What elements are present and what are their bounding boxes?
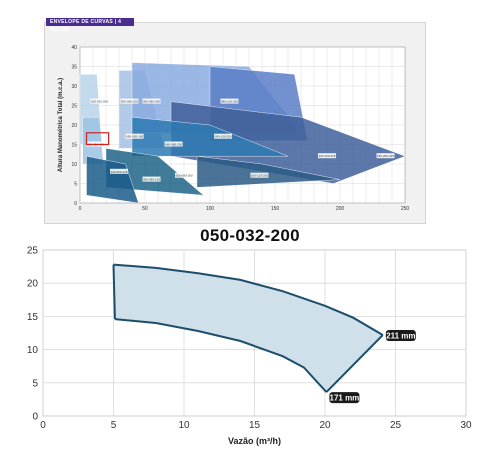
svg-text:125-150-315: 125-150-315 [318, 154, 335, 158]
detail-x-tick: 25 [390, 420, 402, 431]
svg-text:050-065-125: 050-065-125 [143, 178, 160, 182]
overview-model-label: 065-080-160 [175, 172, 193, 178]
overview-model-label: 050-065-125 [142, 176, 161, 182]
svg-text:065-080-200: 065-080-200 [165, 143, 182, 147]
svg-text:080-100-250: 080-100-250 [221, 100, 238, 104]
diameter-badge: 171 mm [329, 392, 360, 404]
overview-y-tick: 35 [71, 65, 77, 71]
svg-text:032-050-125: 032-050-125 [110, 170, 127, 174]
detail-x-tick: 0 [40, 420, 46, 431]
overview-model-label: 050-080-250 [142, 98, 161, 104]
detail-y-tick: 25 [27, 246, 39, 257]
overview-model-label: 025-032-200 [90, 98, 109, 104]
overview-x-tick: 100 [206, 206, 215, 212]
overview-x-tick: 50 [142, 206, 148, 212]
detail-x-tick: 15 [249, 420, 261, 431]
overview-model-label: 032-050-125 [110, 168, 128, 174]
svg-text:171 mm: 171 mm [330, 394, 360, 403]
detail-y-tick: 15 [27, 312, 39, 323]
overview-model-label: 080-100-200 [214, 133, 232, 139]
pump-model-title: 050-032-200 [200, 226, 300, 245]
overview-x-tick: 250 [401, 206, 410, 212]
svg-text:050-065-200: 050-065-200 [121, 100, 138, 104]
curve-171mm [114, 318, 328, 393]
overview-x-tick: 0 [79, 206, 82, 212]
overview-model-label: 080-100-250 [220, 98, 239, 104]
svg-text:211 mm: 211 mm [386, 331, 415, 340]
detail-x-tick: 20 [319, 420, 331, 431]
overview-x-tick: 150 [271, 206, 280, 212]
overview-y-axis-label: Altura Manométrica Total (m.c.a.) [58, 78, 64, 172]
detail-x-tick: 30 [460, 420, 472, 431]
overview-curve-envelope [86, 155, 139, 204]
operating-envelope-area [113, 264, 383, 393]
overview-y-tick: 10 [71, 162, 77, 168]
overview-y-tick: 40 [71, 45, 77, 51]
overview-curve-envelope [196, 155, 341, 188]
detail-x-tick: 5 [111, 420, 117, 431]
curve-211mm [113, 263, 384, 336]
svg-text:080-100-200: 080-100-200 [214, 135, 231, 139]
detail-y-tick: 5 [32, 378, 38, 389]
overview-x-tick: 200 [336, 206, 345, 212]
svg-text:050-080-250: 050-080-250 [143, 100, 160, 104]
svg-text:150-200-315: 150-200-315 [377, 154, 394, 158]
svg-text:100-125-250: 100-125-250 [251, 174, 268, 178]
overview-model-label: 065-080-200 [164, 141, 183, 147]
svg-text:025-032-200: 025-032-200 [91, 100, 108, 104]
detail-y-tick: 10 [27, 345, 39, 356]
svg-text:050-065-160: 050-065-160 [126, 135, 143, 139]
overview-model-label: 050-065-200 [120, 98, 139, 104]
overview-model-label: 050-065-160 [125, 133, 144, 139]
overview-y-tick: 5 [74, 182, 77, 188]
overview-header-tag: ENVELOPE DE CURVAS | 4 POLOS [46, 18, 134, 33]
detail-y-tick: 20 [27, 279, 39, 290]
detail-x-axis-label: Vazão (m³/h) [228, 436, 281, 446]
overview-y-tick: 30 [71, 84, 77, 90]
overview-model-label: 125-150-315 [318, 153, 336, 159]
svg-text:065-080-160: 065-080-160 [175, 174, 192, 178]
overview-y-tick: 25 [71, 104, 77, 110]
overview-model-label: 150-200-315 [376, 153, 395, 159]
overview-model-label: 100-125-250 [250, 172, 269, 178]
diameter-badge: 211 mm [385, 329, 416, 341]
envelope-right-edge [325, 334, 384, 393]
overview-y-tick: 15 [71, 143, 77, 149]
overview-highlight-box [85, 132, 110, 146]
detail-x-tick: 10 [178, 420, 190, 431]
overview-y-tick: 20 [71, 123, 77, 129]
detail-y-tick: 0 [32, 412, 38, 423]
overview-y-tick: 0 [74, 201, 77, 207]
envelope-left-edge [112, 264, 116, 320]
